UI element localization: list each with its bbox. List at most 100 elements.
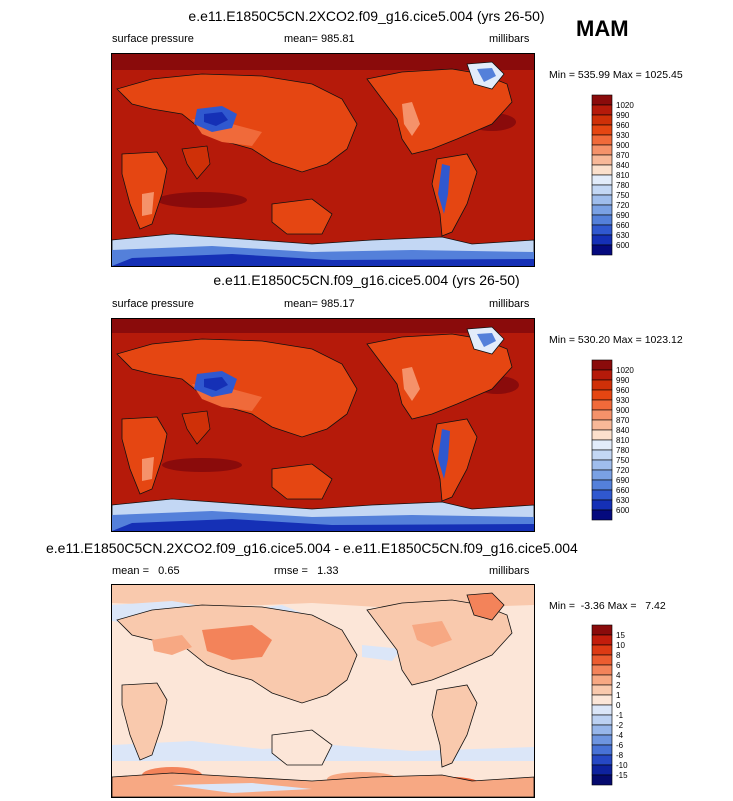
colorbar-swatch xyxy=(591,104,613,116)
panel1-map xyxy=(111,53,535,267)
colorbar-swatch xyxy=(591,724,613,736)
colorbar-swatch xyxy=(591,644,613,656)
colorbar-tick-label: -15 xyxy=(616,771,628,780)
panel1-title: e.e11.E1850C5CN.2XCO2.f09_g16.cice5.004 … xyxy=(188,8,545,24)
colorbar-swatch xyxy=(591,359,613,371)
panel3-map xyxy=(111,584,535,798)
colorbar-tick-label: 960 xyxy=(616,386,630,395)
panel2-mean-label: mean= 985.17 xyxy=(284,298,355,310)
colorbar-swatch xyxy=(591,624,613,636)
colorbar-tick-label: 780 xyxy=(616,181,630,190)
colorbar-tick-label: 810 xyxy=(616,436,630,445)
colorbar-tick-label: 15 xyxy=(616,631,625,640)
colorbar-tick-label: -4 xyxy=(616,731,624,740)
colorbar-swatch xyxy=(591,134,613,146)
colorbar-tick-label: 2 xyxy=(616,681,621,690)
colorbar-swatch xyxy=(591,144,613,156)
colorbar-swatch xyxy=(591,409,613,421)
panel2-units-label: millibars xyxy=(489,298,530,310)
colorbar-tick-label: -8 xyxy=(616,751,624,760)
colorbar-tick-label: 600 xyxy=(616,241,630,250)
colorbar-swatch xyxy=(591,369,613,381)
colorbar-tick-label: 870 xyxy=(616,151,630,160)
colorbar-tick-label: 900 xyxy=(616,406,630,415)
colorbar-swatch xyxy=(591,124,613,136)
colorbar-tick-label: 840 xyxy=(616,161,630,170)
colorbar-tick-label: 930 xyxy=(616,396,630,405)
colorbar-swatch xyxy=(591,184,613,196)
colorbar-tick-label: 990 xyxy=(616,376,630,385)
colorbar-tick-label: 0 xyxy=(616,701,621,710)
colorbar-tick-label: 990 xyxy=(616,111,630,120)
colorbar-tick-label: 960 xyxy=(616,121,630,130)
colorbar-swatch xyxy=(591,194,613,206)
colorbar-swatch xyxy=(591,429,613,441)
colorbar-swatch xyxy=(591,439,613,451)
panel3-colorbar: 15 10 8 6 4 2 1 0 -1 -2 -4 -6 -8 -10 -15 xyxy=(590,624,650,790)
colorbar-swatch xyxy=(591,664,613,676)
colorbar-tick-label: 1020 xyxy=(616,366,634,375)
panel3-minmax: Min = -3.36 Max = 7.42 xyxy=(549,600,666,612)
panel3-units-label: millibars xyxy=(489,565,530,577)
colorbar-tick-label: 720 xyxy=(616,466,630,475)
colorbar-swatch xyxy=(591,234,613,246)
colorbar-swatch xyxy=(591,154,613,166)
colorbar-tick-label: 870 xyxy=(616,416,630,425)
colorbar-swatch xyxy=(591,244,613,256)
colorbar-tick-label: 720 xyxy=(616,201,630,210)
colorbar-swatch xyxy=(591,674,613,686)
colorbar-tick-label: 780 xyxy=(616,446,630,455)
colorbar-swatch xyxy=(591,489,613,501)
colorbar-tick-label: -6 xyxy=(616,741,624,750)
season-label: MAM xyxy=(576,16,629,41)
colorbar-tick-label: 6 xyxy=(616,661,621,670)
colorbar-swatch xyxy=(591,774,613,786)
colorbar-swatch xyxy=(591,114,613,126)
colorbar-tick-label: 660 xyxy=(616,486,630,495)
colorbar-swatch xyxy=(591,224,613,236)
colorbar-swatch xyxy=(591,704,613,716)
colorbar-tick-label: 1 xyxy=(616,691,621,700)
colorbar-tick-label: -1 xyxy=(616,711,624,720)
colorbar-swatch xyxy=(591,694,613,706)
colorbar-tick-label: 750 xyxy=(616,456,630,465)
colorbar-tick-label: 630 xyxy=(616,496,630,505)
colorbar-swatch xyxy=(591,204,613,216)
colorbar-swatch xyxy=(591,734,613,746)
colorbar-swatch xyxy=(591,94,613,106)
colorbar-tick-label: -10 xyxy=(616,761,628,770)
colorbar-swatch xyxy=(591,744,613,756)
panel2-map xyxy=(111,318,535,532)
colorbar-swatch xyxy=(591,754,613,766)
colorbar-tick-label: 600 xyxy=(616,506,630,515)
colorbar-swatch xyxy=(591,399,613,411)
colorbar-swatch xyxy=(591,214,613,226)
colorbar-tick-label: 900 xyxy=(616,141,630,150)
colorbar-tick-label: 8 xyxy=(616,651,621,660)
colorbar-swatch xyxy=(591,479,613,491)
colorbar-tick-label: 750 xyxy=(616,191,630,200)
colorbar-swatch xyxy=(591,174,613,186)
colorbar-swatch xyxy=(591,714,613,726)
colorbar-tick-label: 840 xyxy=(616,426,630,435)
colorbar-swatch xyxy=(591,499,613,511)
colorbar-swatch xyxy=(591,419,613,431)
colorbar-tick-label: 1020 xyxy=(616,101,634,110)
panel3-rmse-label: rmse = 1.33 xyxy=(274,565,339,577)
colorbar-tick-label: -2 xyxy=(616,721,624,730)
colorbar-tick-label: 690 xyxy=(616,211,630,220)
colorbar-swatch xyxy=(591,469,613,481)
panel2-title: e.e11.E1850C5CN.f09_g16.cice5.004 (yrs 2… xyxy=(213,272,520,288)
panel2-minmax: Min = 530.20 Max = 1023.12 xyxy=(549,334,683,346)
colorbar-tick-label: 630 xyxy=(616,231,630,240)
colorbar-swatch xyxy=(591,654,613,666)
colorbar-swatch xyxy=(591,449,613,461)
panel3-title: e.e11.E1850C5CN.2XCO2.f09_g16.cice5.004 … xyxy=(46,540,578,556)
panel2-variable-label: surface pressure xyxy=(112,298,194,310)
panel1-minmax: Min = 535.99 Max = 1025.45 xyxy=(549,69,683,81)
panel1-mean-label: mean= 985.81 xyxy=(284,33,355,45)
colorbar-tick-label: 660 xyxy=(616,221,630,230)
colorbar-swatch xyxy=(591,684,613,696)
panel1-colorbar: 1020 990 960 930 900 870 840 810 780 750 720 690 660… xyxy=(590,94,650,260)
colorbar-swatch xyxy=(591,459,613,471)
